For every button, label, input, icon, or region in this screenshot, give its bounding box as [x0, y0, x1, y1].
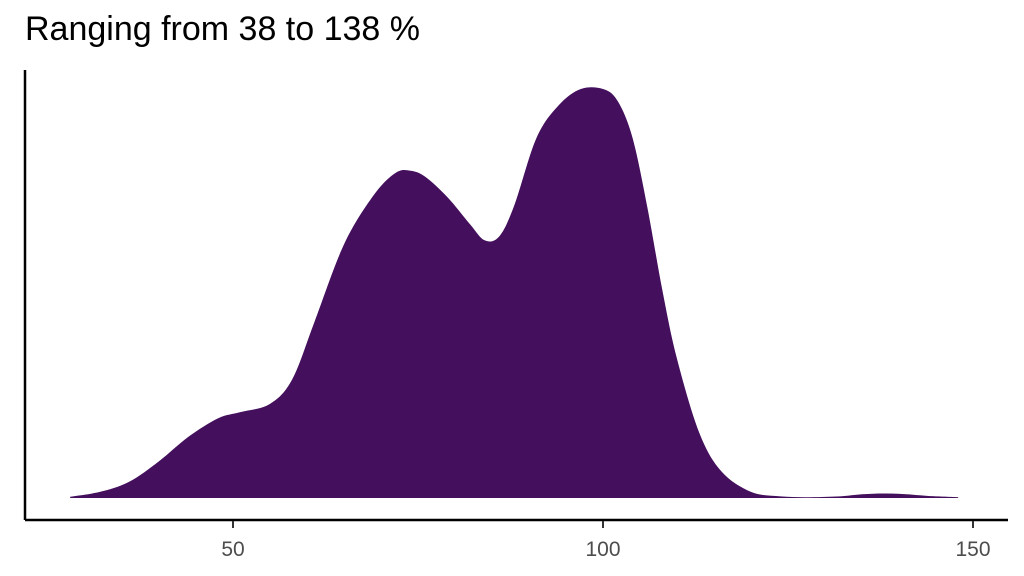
x-tick-label: 50: [221, 538, 244, 561]
x-tick-label: 100: [585, 538, 620, 561]
x-tick-label: 150: [955, 538, 990, 561]
x-axis-ticks: 50 100 150: [221, 521, 991, 561]
density-area: [70, 87, 959, 498]
chart-title: Ranging from 38 to 138 %: [25, 10, 421, 48]
